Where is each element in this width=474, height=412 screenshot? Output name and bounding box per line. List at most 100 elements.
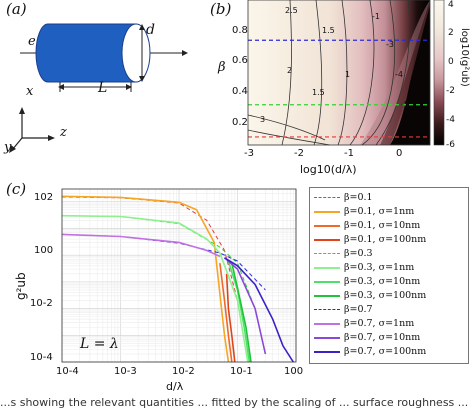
series-line-0: [61, 196, 238, 301]
colorbar-label: log10(g²ub): [459, 28, 470, 87]
b-ytick: 0.6: [232, 55, 248, 66]
series-line-11: [224, 257, 294, 363]
cbar-tick: 4: [448, 0, 454, 10]
legend-label: β=0.7: [344, 304, 373, 315]
contour-label: 1: [345, 70, 351, 79]
c-xtick: 10-1: [230, 366, 253, 377]
series-line-1: [61, 195, 230, 363]
line-chart: [61, 188, 297, 363]
legend-label: β=0.3: [344, 248, 373, 259]
legend-label: β=0.7, σ=10nm: [344, 332, 421, 343]
legend-swatch: [314, 197, 340, 198]
L-label: L: [98, 80, 108, 96]
series-lines: [61, 195, 294, 363]
cylinder-body: [35, 23, 137, 83]
axis-y-label: y: [4, 140, 12, 155]
colorbar: [433, 0, 445, 146]
series-line-8: [61, 233, 266, 291]
l-equals-lambda-annotation: L = λ: [80, 336, 119, 352]
b-ytick: 0.4: [232, 86, 248, 97]
cylinder-diagram: [9, 23, 188, 153]
series-line-5: [61, 214, 249, 363]
cylinder-end-face: [121, 23, 151, 83]
legend-swatch: [314, 239, 340, 241]
panel-c-label: (c): [6, 180, 27, 198]
contour-label: -5: [401, 100, 409, 109]
legend-entry: β=0.3, σ=1nm: [310, 262, 470, 274]
legend-entry: β=0.1, σ=10nm: [310, 220, 470, 232]
series-line-3: [225, 273, 236, 363]
legend-swatch: [314, 211, 340, 213]
b-xlabel: log10(d/λ): [300, 163, 357, 176]
b-ylabel: β: [218, 60, 226, 75]
c-xlabel: d/λ: [166, 380, 184, 393]
e-label: e: [28, 34, 36, 49]
b-ytick: 0.2: [232, 117, 248, 128]
contour-label: 1.5: [322, 26, 335, 35]
legend-entry: β=0.3, σ=10nm: [310, 276, 470, 288]
c-ytick: 10-4: [30, 352, 53, 363]
axis-z-label: z: [60, 125, 67, 140]
grid: [61, 188, 297, 363]
legend-label: β=0.1: [344, 192, 373, 203]
legend-entry: β=0.7, σ=1nm: [310, 318, 470, 330]
c-xtick: 100: [284, 366, 304, 377]
c-ytick: 102: [34, 192, 54, 203]
contour-label: -1: [372, 12, 380, 21]
legend-label: β=0.3, σ=100nm: [344, 290, 427, 301]
series-line-10: [223, 257, 267, 355]
legend-label: β=0.7, σ=1nm: [344, 318, 415, 329]
cbar-tick: -6: [446, 140, 455, 150]
propagation-arrow: [182, 50, 188, 56]
legend-entry: β=0.3, σ=100nm: [310, 290, 470, 302]
legend-swatch: [314, 351, 340, 353]
b-xtick: -1: [344, 148, 354, 159]
figure-caption: ...s showing the relevant quantities ...…: [0, 396, 469, 409]
contour-label: -3: [386, 40, 394, 49]
legend: β=0.1 β=0.1, σ=1nm β=0.1, σ=10nm β=0.1, σ=1…: [309, 187, 469, 364]
legend-entry: β=0.7, σ=100nm: [310, 346, 470, 358]
contour-label: 2.5: [285, 6, 298, 15]
legend-entry: β=0.7, σ=10nm: [310, 332, 470, 344]
legend-label: β=0.1, σ=1nm: [344, 206, 415, 217]
c-xtick: 10-2: [172, 366, 195, 377]
b-xtick: 0: [396, 148, 403, 159]
legend-swatch: [314, 323, 340, 325]
c-ytick: 10-2: [30, 298, 53, 309]
legend-label: β=0.7, σ=100nm: [344, 346, 427, 357]
legend-entry: β=0.1: [310, 192, 470, 204]
contour-label: 3: [260, 115, 266, 124]
c-xtick: 10-4: [56, 366, 79, 377]
legend-label: β=0.3, σ=10nm: [344, 276, 421, 287]
cbar-tick: -2: [446, 86, 455, 96]
axis-x-label: x: [26, 84, 34, 99]
legend-swatch: [314, 253, 340, 254]
legend-swatch: [314, 225, 340, 227]
b-xtick: -2: [294, 148, 304, 159]
legend-swatch: [314, 267, 340, 269]
b-xtick: -3: [244, 148, 254, 159]
legend-swatch: [314, 295, 340, 297]
b-ytick: 0.8: [232, 25, 248, 36]
c-ytick: 100: [34, 245, 54, 256]
legend-entry: β=0.7: [310, 304, 470, 316]
legend-entry: β=0.1, σ=1nm: [310, 206, 470, 218]
legend-label: β=0.3, σ=1nm: [344, 262, 415, 273]
series-line-7: [231, 263, 252, 363]
cbar-tick: -4: [446, 115, 455, 125]
legend-label: β=0.1, σ=100nm: [344, 234, 427, 245]
heatmap-chart: [247, 0, 445, 146]
panel-a-label: (a): [6, 0, 27, 18]
legend-entry: β=0.3: [310, 248, 470, 260]
panel-b-label: (b): [210, 0, 232, 18]
legend-entry: β=0.1, σ=100nm: [310, 234, 470, 246]
cbar-tick: 0: [448, 57, 454, 67]
legend-swatch: [314, 337, 340, 339]
d-label: d: [146, 22, 155, 38]
plot-frame: [61, 188, 297, 363]
c-xtick: 10-3: [114, 366, 137, 377]
cbar-tick: 2: [448, 28, 454, 38]
series-line-6: [227, 260, 251, 363]
c-ylabel: g²ub: [14, 272, 28, 300]
legend-swatch: [314, 309, 340, 310]
